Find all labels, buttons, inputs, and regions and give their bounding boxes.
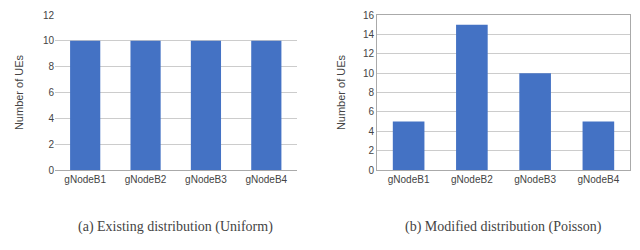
svg-text:12: 12 [43, 10, 55, 21]
svg-text:10: 10 [363, 68, 375, 79]
svg-text:gNodeB2: gNodeB2 [125, 174, 167, 185]
svg-text:gNodeB1: gNodeB1 [64, 174, 106, 185]
svg-text:4: 4 [48, 113, 54, 124]
svg-text:Number of UEs: Number of UEs [13, 54, 25, 130]
svg-text:0: 0 [368, 165, 374, 176]
svg-text:2: 2 [368, 145, 374, 156]
svg-text:gNodeB2: gNodeB2 [451, 174, 493, 185]
svg-text:(a) Existing distribution (Uni: (a) Existing distribution (Uniform) [78, 219, 273, 235]
svg-text:2: 2 [48, 139, 54, 150]
svg-text:12: 12 [363, 48, 375, 59]
svg-text:gNodeB4: gNodeB4 [245, 174, 287, 185]
svg-text:14: 14 [363, 29, 375, 40]
svg-text:gNodeB3: gNodeB3 [185, 174, 227, 185]
svg-text:0: 0 [48, 165, 54, 176]
svg-text:gNodeB3: gNodeB3 [514, 174, 556, 185]
svg-text:gNodeB4: gNodeB4 [578, 174, 620, 185]
svg-text:10: 10 [43, 35, 55, 46]
svg-text:(b) Modified distribution (Poi: (b) Modified distribution (Poisson) [405, 219, 602, 235]
svg-text:6: 6 [368, 106, 374, 117]
svg-text:Number of UEs: Number of UEs [335, 54, 347, 130]
svg-text:8: 8 [48, 61, 54, 72]
svg-text:8: 8 [368, 87, 374, 98]
svg-text:6: 6 [48, 87, 54, 98]
svg-text:gNodeB1: gNodeB1 [388, 174, 430, 185]
svg-text:4: 4 [368, 126, 374, 137]
svg-text:16: 16 [363, 10, 375, 21]
